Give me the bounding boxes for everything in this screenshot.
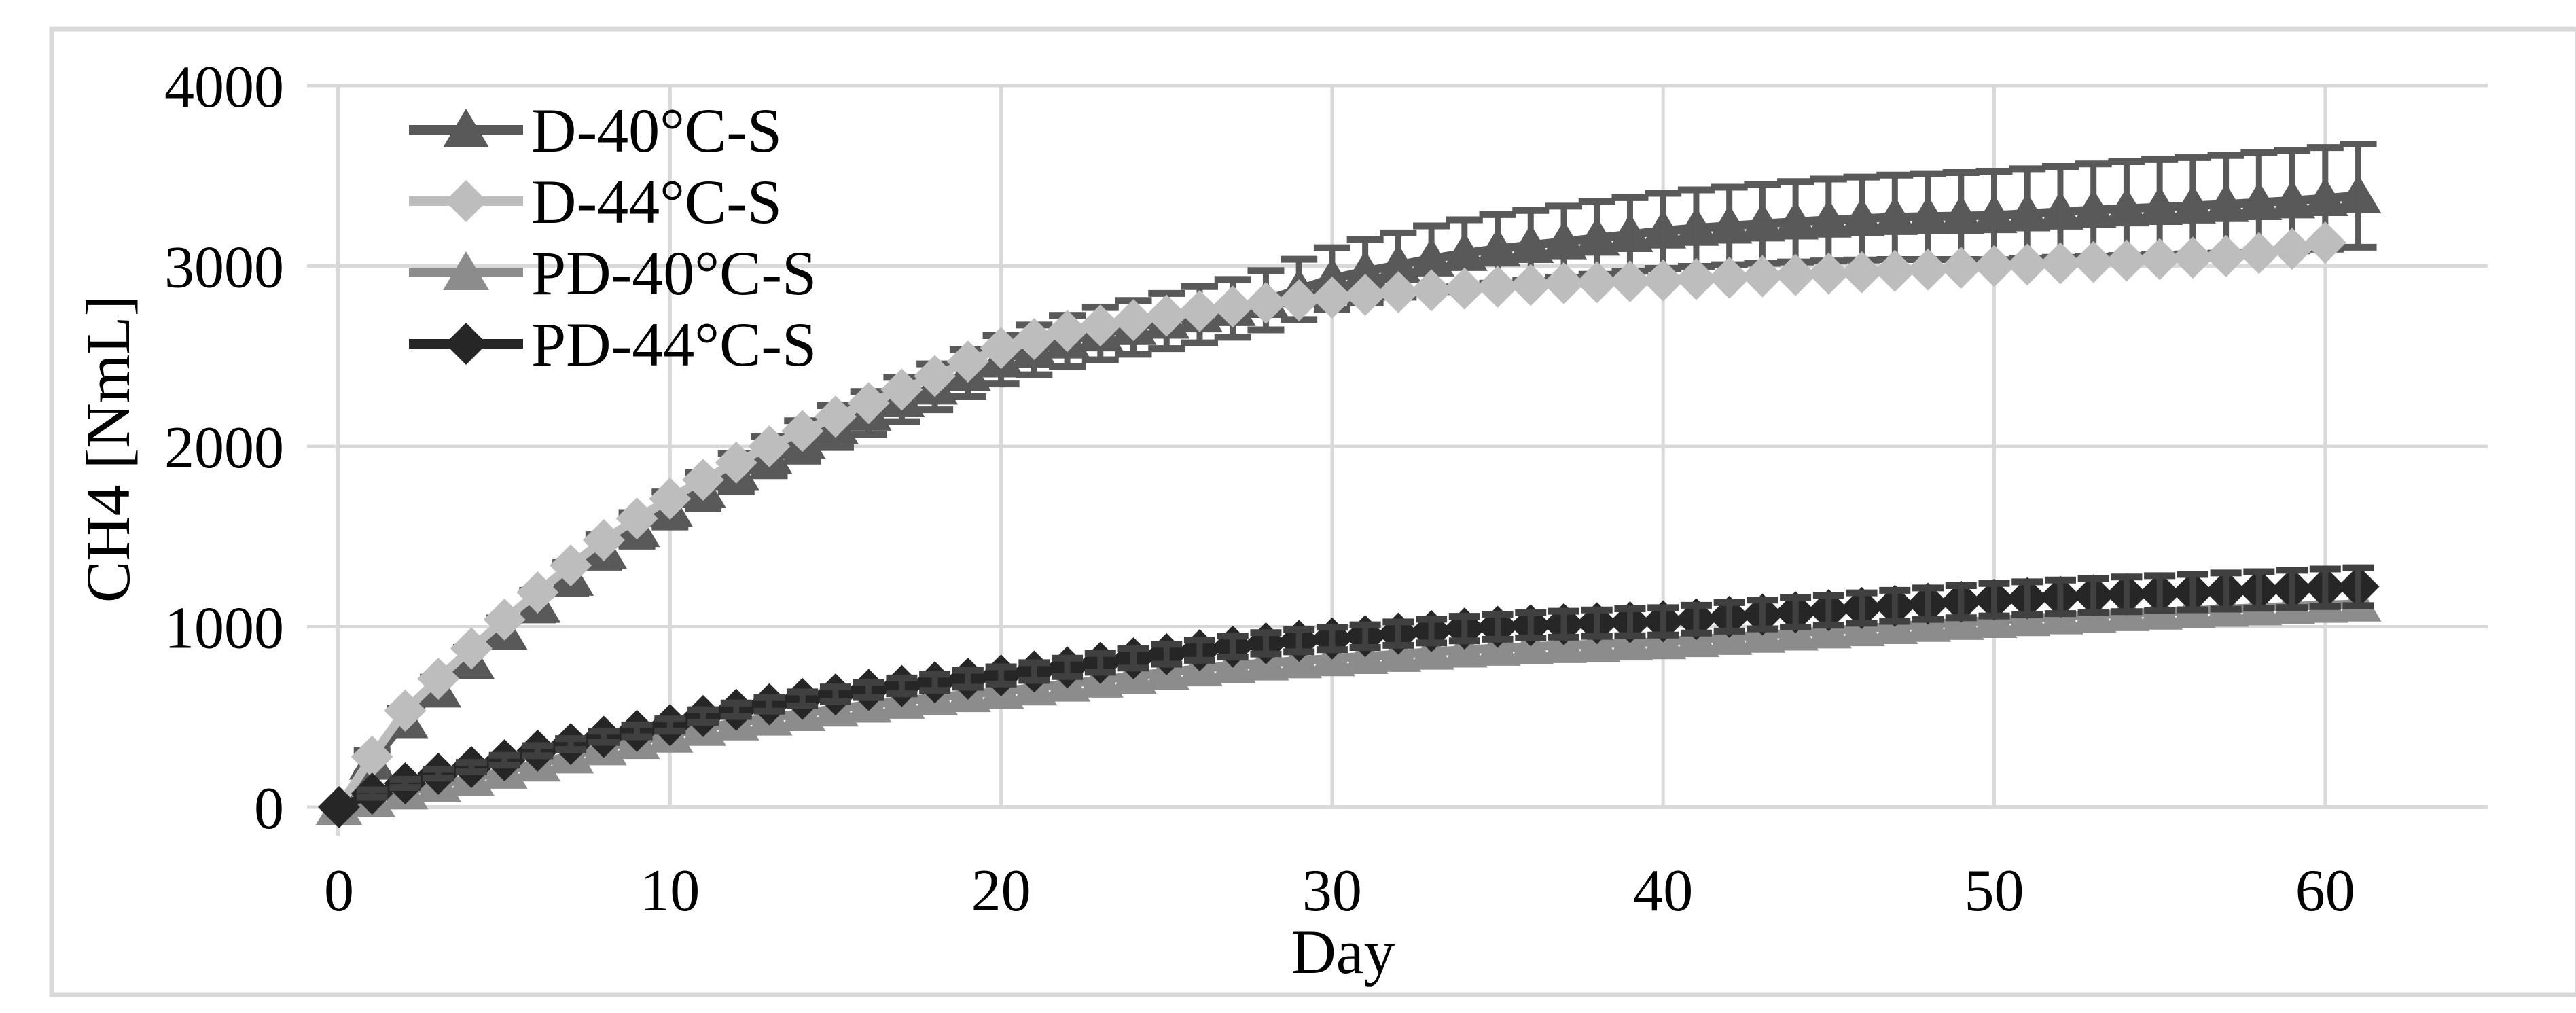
diamond-marker (682, 459, 725, 501)
legend-item-PD-40°C-S: PD-40°C-S (409, 238, 817, 308)
x-tick-label: 20 (971, 858, 1031, 924)
x-tick-label: 30 (1302, 858, 1362, 924)
diamond-marker (1410, 269, 1453, 312)
diamond-marker (814, 395, 857, 438)
diamond-marker (1575, 261, 1618, 304)
diamond-marker (1013, 318, 1056, 361)
diamond-marker (946, 340, 989, 383)
triangle-marker (443, 109, 489, 147)
diamond-marker (1211, 285, 1254, 328)
y-axis-title: CH4 [NmL] (73, 296, 143, 603)
diamond-marker (1708, 256, 1751, 299)
legend-label: D-40°C-S (531, 96, 782, 165)
diamond-marker (1377, 270, 1420, 313)
series-PD-44°C-S (318, 564, 2380, 828)
diamond-marker (550, 544, 592, 587)
diamond-marker (445, 180, 487, 222)
x-tick-label: 0 (324, 858, 354, 924)
diamond-marker (1642, 259, 1685, 302)
diamond-marker (1907, 248, 1950, 291)
diamond-marker (1344, 273, 1387, 316)
series-D-44°C-S (318, 221, 2346, 828)
diamond-marker (1476, 266, 1519, 308)
diamond-marker (2204, 234, 2247, 277)
diamond-marker (2105, 239, 2148, 282)
diamond-marker (847, 382, 890, 425)
diamond-marker (1807, 252, 1850, 295)
data-series (316, 141, 2382, 828)
y-tick-label: 0 (254, 776, 284, 842)
diamond-marker (1741, 255, 1784, 298)
gridlines (307, 84, 2488, 836)
x-tick-label: 60 (2295, 858, 2355, 924)
x-tick-label: 40 (1633, 858, 1693, 924)
diamond-marker (2304, 221, 2346, 264)
diamond-marker (516, 571, 559, 614)
diamond-marker (2238, 232, 2280, 274)
diamond-marker (384, 689, 427, 732)
x-tick-label: 10 (640, 858, 700, 924)
x-axis-title: Day (1291, 917, 1395, 987)
y-tick-label: 2000 (164, 415, 284, 481)
diamond-marker (1675, 257, 1717, 300)
diamond-marker (2039, 242, 2081, 285)
diamond-marker (715, 441, 757, 484)
diamond-marker (351, 735, 393, 778)
series-error-bars (356, 564, 2374, 801)
legend: D-40°C-SD-44°C-SPD-40°C-SPD-44°C-S (409, 96, 817, 379)
diamond-marker (1509, 264, 1552, 306)
diamond-marker (880, 368, 923, 411)
diamond-marker (1443, 267, 1486, 310)
diamond-marker (483, 598, 526, 641)
diamond-marker (450, 627, 493, 670)
diamond-marker (1112, 299, 1155, 342)
diamond-marker (2006, 243, 2049, 286)
diamond-marker (615, 497, 658, 540)
legend-item-PD-44°C-S: PD-44°C-S (409, 310, 817, 379)
y-tick-label: 4000 (164, 54, 284, 120)
diamond-marker (2171, 236, 2214, 279)
diamond-marker (1543, 262, 1586, 304)
diamond-marker (649, 477, 692, 520)
diamond-marker (1079, 304, 1122, 347)
diamond-marker (1178, 289, 1221, 332)
y-tick-label: 1000 (164, 596, 284, 662)
legend-item-D-44°C-S: D-44°C-S (409, 167, 782, 236)
diamond-marker (318, 786, 360, 828)
diamond-marker (2139, 238, 2181, 281)
diamond-marker (1145, 294, 1188, 337)
diamond-marker (1774, 253, 1817, 296)
diamond-marker (2072, 241, 2115, 283)
chart-figure: 0 1000 2000 3000 4000 0 10 20 30 40 50 60 D-40°C-S D… (27, 11, 2576, 1013)
diamond-marker (582, 519, 625, 562)
diamond-marker (748, 425, 791, 467)
legend-item-D-40°C-S: D-40°C-S (409, 96, 782, 165)
diamond-marker (1840, 251, 1883, 294)
diamond-marker (1310, 276, 1353, 319)
diamond-marker (781, 410, 824, 452)
diamond-marker (1046, 310, 1089, 353)
x-tick-label: 50 (1965, 858, 2024, 924)
legend-label: PD-44°C-S (531, 310, 817, 379)
diamond-marker (1973, 245, 2016, 287)
diamond-marker (2271, 228, 2314, 270)
triangle-marker (443, 251, 489, 290)
diamond-marker (417, 657, 460, 700)
diamond-marker (1245, 281, 1287, 324)
figure-border (49, 26, 2576, 997)
diamond-marker (1278, 279, 1321, 321)
diamond-marker (1874, 249, 1916, 292)
diamond-marker (1609, 260, 1651, 303)
diamond-marker (1939, 247, 1982, 289)
y-tick-label: 3000 (164, 235, 284, 301)
legend-label: D-44°C-S (531, 167, 782, 236)
diamond-marker (445, 323, 487, 365)
page-background (27, 11, 2576, 1013)
legend-label: PD-40°C-S (531, 238, 817, 308)
axis-tick-labels: 0 1000 2000 3000 4000 0 10 20 30 40 50 60 (164, 54, 2355, 924)
diamond-marker (980, 327, 1022, 370)
diamond-marker (914, 355, 956, 397)
